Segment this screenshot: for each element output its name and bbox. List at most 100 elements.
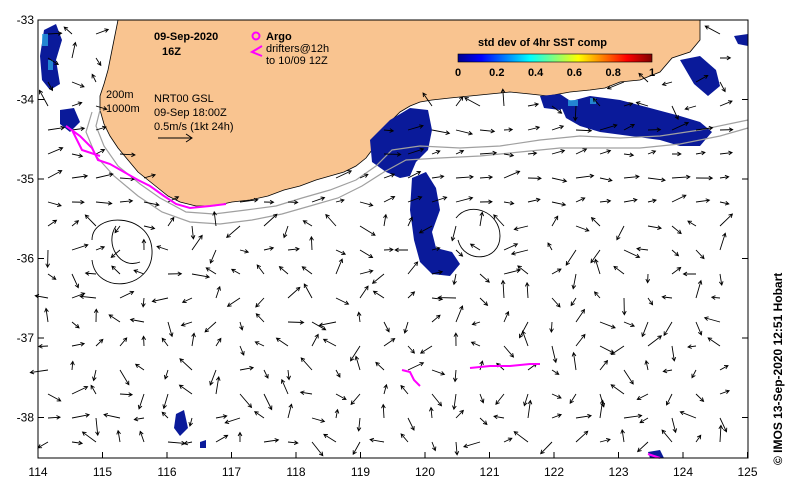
current-arrow <box>527 399 533 419</box>
current-arrow <box>204 321 217 333</box>
current-arrow <box>575 225 590 232</box>
current-arrow <box>479 175 494 180</box>
current-arrow <box>647 177 666 183</box>
current-arrow <box>311 417 326 423</box>
current-arrow <box>116 429 121 443</box>
current-arrow <box>431 314 441 323</box>
current-arrow <box>95 172 114 179</box>
current-arrow <box>623 152 635 158</box>
colorbar-tick-label: 1 <box>649 67 655 79</box>
current-arrow <box>239 393 253 409</box>
current-arrow <box>95 125 107 131</box>
current-arrow <box>143 225 156 230</box>
current-arrow <box>687 344 697 349</box>
current-arrow <box>519 321 529 339</box>
current-arrow <box>663 321 673 337</box>
current-arrow <box>299 390 313 396</box>
current-arrow <box>71 243 89 251</box>
current-arrow <box>81 431 97 443</box>
current-arrow <box>590 216 601 227</box>
product-time: 09-Sep 18:00Z <box>154 107 227 119</box>
lat-tick-label: -36 <box>17 252 35 266</box>
current-arrow <box>95 28 110 35</box>
current-arrow <box>239 321 244 331</box>
current-arrow <box>143 173 157 179</box>
current-arrow <box>37 344 49 349</box>
current-arrow <box>719 200 730 206</box>
current-arrow <box>47 81 53 92</box>
current-arrow <box>383 321 390 333</box>
colorbar-tick-label: 0 <box>455 67 461 79</box>
current-arrow <box>335 393 347 400</box>
current-arrow <box>141 335 147 347</box>
current-arrow <box>239 197 259 203</box>
current-arrow <box>452 393 457 411</box>
current-arrow <box>84 271 97 276</box>
longitude-axis: 114 115 116 117 118 119 120 121 122 123 124 125 <box>28 452 758 479</box>
current-arrow <box>287 320 305 325</box>
current-arrow <box>350 345 361 362</box>
current-arrow <box>95 417 100 437</box>
current-arrow <box>133 416 145 422</box>
current-arrow <box>524 281 530 299</box>
current-arrow <box>503 127 514 133</box>
current-arrow <box>455 129 474 136</box>
current-arrow <box>479 360 484 371</box>
current-arrow <box>383 247 394 253</box>
current-arrow <box>469 243 481 251</box>
current-arrow <box>593 291 601 299</box>
current-arrow <box>381 403 386 419</box>
current-arrow <box>119 198 134 204</box>
current-arrow <box>309 235 314 251</box>
current-arrow <box>137 393 145 410</box>
current-arrow <box>103 412 121 419</box>
current-arrow <box>661 294 673 300</box>
current-arrow <box>71 153 84 158</box>
lat-tick-label: -33 <box>17 13 35 27</box>
current-arrow <box>503 152 515 158</box>
current-arrow <box>549 321 554 334</box>
latitude-axis: -33 -34 -35 -36 -37 -38 <box>17 13 748 425</box>
current-arrow <box>590 249 601 264</box>
current-arrow <box>431 393 443 407</box>
current-arrow <box>111 265 121 275</box>
current-arrow <box>356 417 362 432</box>
current-arrow <box>71 413 91 419</box>
current-arrow <box>707 337 721 347</box>
current-arrow <box>239 365 255 371</box>
current-arrow <box>665 393 673 406</box>
current-arrow <box>527 175 542 181</box>
current-arrow <box>718 424 724 443</box>
current-arrow <box>500 279 506 299</box>
current-arrow <box>237 431 243 443</box>
drifter-range: to 10/09 12Z <box>266 55 328 67</box>
lon-tick-label: 115 <box>93 465 112 479</box>
plot-frame <box>37 19 749 459</box>
current-arrow <box>422 92 433 107</box>
map-date: 09-Sep-2020 <box>154 31 218 43</box>
current-arrow <box>679 410 697 419</box>
current-arrow <box>431 174 445 180</box>
lon-tick-label: 116 <box>157 465 176 479</box>
current-arrow <box>575 148 588 155</box>
current-arrow <box>419 345 433 354</box>
colorbar-tick-label: 0.4 <box>528 67 544 79</box>
current-arrow <box>599 123 618 131</box>
current-arrow <box>551 125 565 131</box>
current-arrow <box>383 196 396 203</box>
current-arrow <box>275 337 289 347</box>
sst-patch-highlights <box>42 34 596 106</box>
current-arrow <box>431 441 437 452</box>
current-arrow <box>503 200 515 206</box>
current-arrow <box>527 197 541 203</box>
current-arrow <box>503 310 510 323</box>
current-arrow <box>255 297 265 308</box>
current-arrow <box>335 297 350 305</box>
colorbar-tick-label: 0.8 <box>606 67 621 79</box>
current-arrow <box>523 393 529 407</box>
current-arrow <box>599 321 616 329</box>
current-arrow <box>114 225 121 234</box>
current-arrow <box>571 273 577 290</box>
current-arrow <box>119 290 135 299</box>
